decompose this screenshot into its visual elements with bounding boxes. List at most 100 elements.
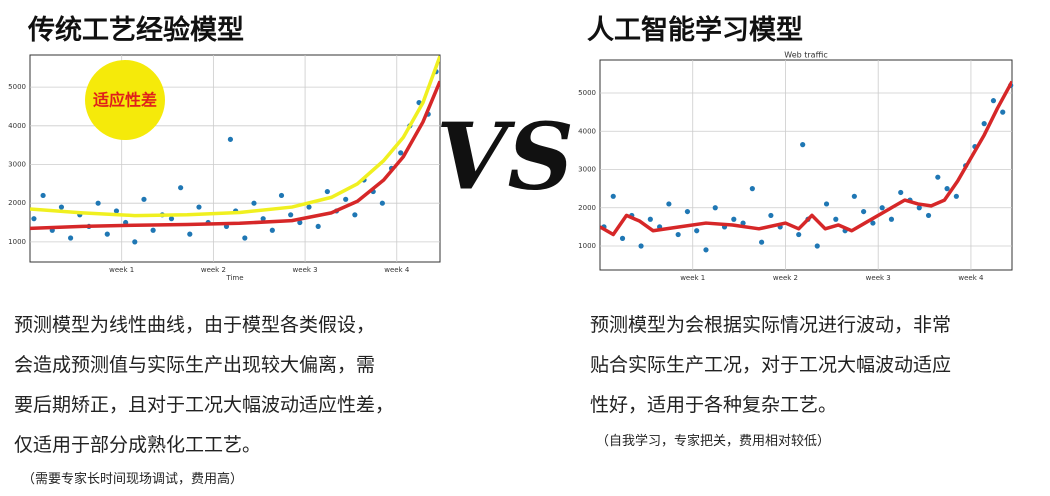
data-point	[684, 208, 691, 215]
x-tick-label: week 4	[384, 266, 410, 274]
data-point	[694, 228, 700, 234]
data-point	[343, 196, 349, 202]
data-point	[888, 216, 895, 222]
y-tick-label: 1000	[8, 238, 26, 246]
data-point	[823, 201, 830, 207]
data-point	[703, 247, 709, 253]
plot-frame	[599, 59, 1013, 271]
description-line: 要后期矫正，且对于工况大幅波动适应性差，	[14, 394, 395, 416]
data-point	[1000, 109, 1006, 115]
y-tick-label: 2000	[8, 199, 26, 207]
data-point	[675, 231, 681, 238]
x-tick-label: week 4	[958, 274, 984, 282]
data-point	[800, 142, 806, 148]
data-point	[749, 186, 755, 192]
badge-text: 适应性差	[93, 91, 157, 110]
data-point	[324, 188, 330, 195]
data-point	[879, 205, 885, 211]
data-point	[31, 216, 37, 222]
data-point	[141, 196, 147, 202]
data-point	[260, 216, 266, 222]
data-point	[740, 220, 746, 226]
data-point	[113, 208, 120, 214]
data-point	[638, 243, 644, 249]
data-point	[647, 216, 653, 222]
data-point	[610, 193, 616, 199]
description-line: 性好，适用于各种复杂工艺。	[590, 394, 838, 416]
data-point	[132, 239, 138, 245]
x-tick-label: week 3	[866, 274, 891, 282]
data-point	[168, 216, 175, 222]
y-tick-label: 3000	[8, 160, 26, 168]
data-point	[925, 212, 932, 219]
left-note: （需要专家长时间现场调试，费用高）	[22, 472, 244, 487]
data-point	[58, 204, 65, 210]
data-point	[227, 136, 234, 142]
data-point	[150, 227, 156, 233]
y-tick-label: 4000	[8, 122, 26, 130]
data-point	[269, 227, 275, 233]
data-point	[851, 193, 857, 199]
data-point	[379, 200, 385, 206]
data-point	[759, 239, 765, 245]
description-line: 会造成预测值与实际生产出现较大偏离，需	[14, 354, 376, 376]
description-line: 仅适用于部分成熟化工工艺。	[14, 434, 262, 456]
x-tick-label: week 3	[293, 266, 318, 274]
data-point	[666, 201, 672, 207]
data-point	[833, 216, 839, 222]
data-point	[398, 150, 404, 156]
data-point	[251, 200, 257, 206]
data-point	[178, 185, 184, 191]
data-point	[288, 212, 294, 218]
data-point	[916, 205, 922, 211]
data-point	[40, 192, 46, 199]
x-tick-label: week 2	[201, 266, 226, 274]
data-point	[352, 212, 358, 218]
data-point	[935, 174, 941, 180]
right-description: 预测模型为会根据实际情况进行波动，非常 贴合实际生产工况，对于工况大幅波动适应 性好…	[590, 305, 951, 425]
data-point	[278, 192, 285, 199]
x-tick-label: week 1	[109, 266, 134, 274]
data-point	[306, 204, 312, 210]
y-tick-label: 3000	[578, 166, 596, 174]
data-point	[187, 231, 193, 237]
x-axis-label: Time	[225, 274, 243, 282]
y-tick-label: 2000	[578, 204, 596, 212]
left-description: 预测模型为线性曲线，由于模型各类假设， 会造成预测值与实际生产出现较大偏离，需 要后…	[14, 305, 394, 465]
description-line: 贴合实际生产工况，对于工况大幅波动适应	[590, 354, 952, 376]
vs-graphic: VS	[436, 103, 574, 211]
chart-title: Web traffic	[784, 51, 827, 60]
data-point	[196, 204, 202, 210]
data-point	[870, 220, 876, 226]
data-point	[990, 98, 997, 104]
right-note: （自我学习，专家把关，费用相对较低）	[596, 434, 831, 449]
data-point	[944, 186, 950, 192]
description-line: 预测模型为线性曲线，由于模型各类假设，	[14, 314, 376, 336]
data-point	[814, 243, 820, 249]
y-tick-label: 4000	[578, 127, 596, 135]
trend-line	[600, 80, 1012, 237]
y-tick-label: 5000	[578, 89, 596, 97]
right-title: 人工智能学习模型	[587, 15, 803, 46]
data-point	[861, 208, 867, 215]
data-point	[768, 212, 774, 219]
x-tick-label: week 1	[680, 274, 705, 282]
left-title: 传统工艺经验模型	[28, 15, 244, 46]
trend-line	[30, 80, 440, 231]
data-point	[315, 223, 321, 230]
y-tick-label: 5000	[8, 83, 26, 91]
data-point	[104, 231, 110, 237]
data-point	[796, 231, 802, 238]
data-point	[95, 200, 101, 206]
data-point	[68, 235, 74, 241]
charts: 1000 2000 3000 4000 5000 week 1 week 2 week 3 we…	[8, 51, 1014, 282]
x-tick-label: week 2	[773, 274, 798, 282]
y-tick-label: 1000	[578, 242, 596, 250]
data-point	[297, 219, 303, 226]
data-point	[731, 216, 737, 222]
data-point	[712, 205, 718, 211]
description-line: 预测模型为会根据实际情况进行波动，非常	[590, 314, 952, 336]
data-point	[898, 189, 904, 196]
badge-circle	[85, 60, 165, 140]
